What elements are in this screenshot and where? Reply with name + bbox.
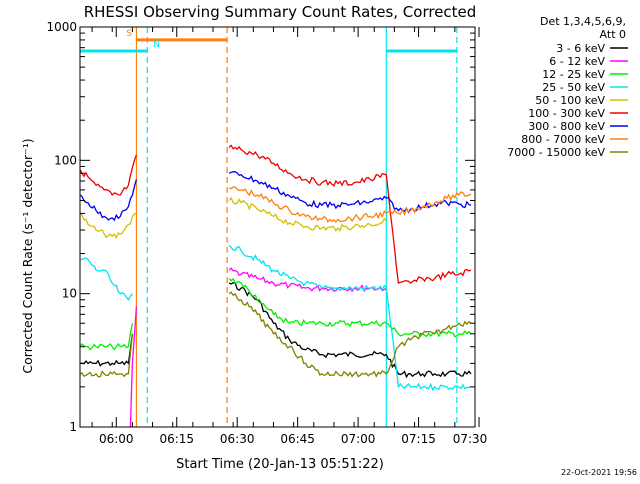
legend-label-2: 12 - 25 keV xyxy=(542,68,605,81)
y-axis-label: Corrected Count Rate (s⁻¹ detector⁻¹) xyxy=(20,138,35,373)
legend-label-5: 100 - 300 keV xyxy=(528,107,605,120)
x-tick-label-4: 07:00 xyxy=(341,432,376,446)
x-tick-label-6: 07:30 xyxy=(453,432,488,446)
x-tick-label-0: 06:00 xyxy=(99,432,134,446)
series-line-3 xyxy=(79,244,472,392)
x-tick-label-1: 06:15 xyxy=(159,432,194,446)
series-line-6 xyxy=(79,171,472,222)
series-line-7 xyxy=(228,186,472,224)
y-tick-label-0: 1 xyxy=(69,420,77,434)
legend-header-line-2: Att 0 xyxy=(600,28,626,41)
legend-label-1: 6 - 12 keV xyxy=(549,55,605,68)
y-tick-label-3: 1000 xyxy=(46,20,77,34)
y-tick-label-2: 100 xyxy=(54,153,77,167)
series-line-5 xyxy=(79,144,472,285)
x-tick-label-5: 07:15 xyxy=(401,432,436,446)
axes: 1 10 100 1000 06:00 06:15 06:30 06:45 07:00 07:15… xyxy=(46,20,487,446)
series-line-8 xyxy=(79,291,472,378)
time-bar-label-1: N xyxy=(153,40,160,50)
series-line-0 xyxy=(79,282,472,379)
time-bar-label-0: S xyxy=(126,29,132,39)
legend-header-line-1: Det 1,3,4,5,6,9, xyxy=(540,15,626,28)
footer-date: 22-Oct-2021 19:56 xyxy=(561,468,637,477)
plot-frame xyxy=(79,26,476,428)
legend-label-3: 25 - 50 keV xyxy=(542,81,605,94)
series-line-2 xyxy=(79,277,472,351)
legend-label-0: 3 - 6 keV xyxy=(556,42,605,55)
legend-label-8: 7000 - 15000 keV xyxy=(507,146,605,159)
x-tick-label-3: 06:45 xyxy=(280,432,315,446)
legend-label-4: 50 - 100 keV xyxy=(535,94,605,107)
x-axis-label: Start Time (20-Jan-13 05:51:22) xyxy=(176,457,384,472)
legend-label-6: 300 - 800 keV xyxy=(528,120,605,133)
plot-area: SN xyxy=(79,27,472,428)
series-line-4 xyxy=(79,196,387,240)
x-tick-label-2: 06:30 xyxy=(220,432,255,446)
chart-title: RHESSI Observing Summary Count Rates, Co… xyxy=(84,3,477,21)
y-tick-label-1: 10 xyxy=(62,287,77,301)
legend-label-7: 800 - 7000 keV xyxy=(521,133,605,146)
